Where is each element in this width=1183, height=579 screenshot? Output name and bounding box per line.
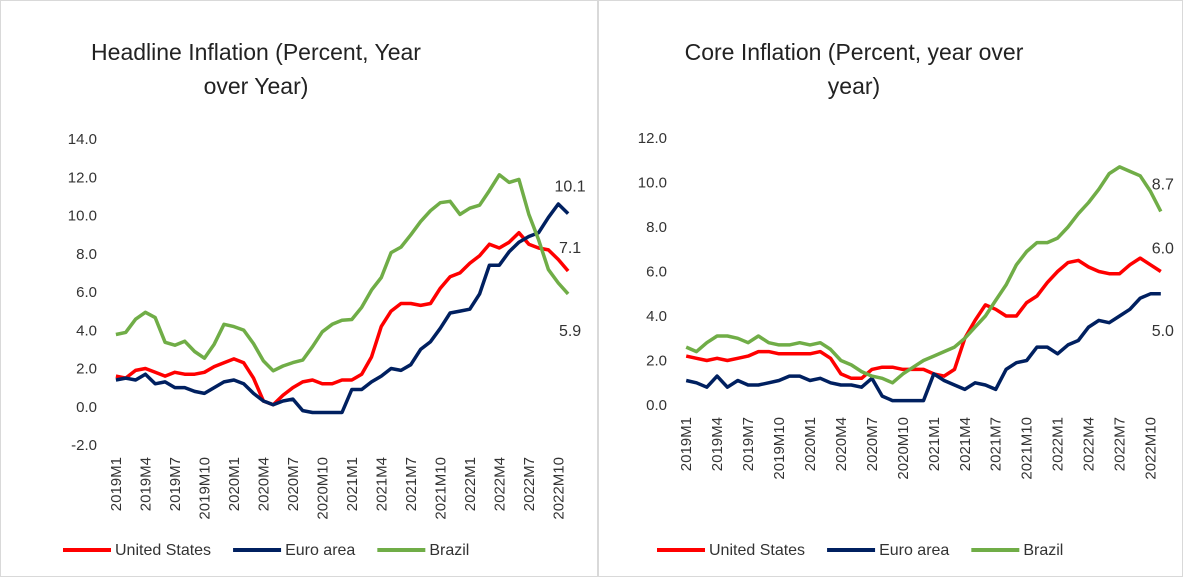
series-line (115, 230, 570, 407)
x-tick-label: 2022M1 (462, 457, 479, 511)
legend-label: Brazil (429, 542, 469, 559)
y-tick-label: 8.0 (76, 246, 97, 263)
legend-label: Brazil (1023, 542, 1063, 559)
x-tick-label: 2019M4 (709, 417, 726, 471)
x-tick-label: 2019M7 (740, 417, 757, 471)
legend-label: United States (709, 542, 805, 559)
y-tick-label: 4.0 (76, 322, 97, 339)
legend-label: Euro area (285, 542, 355, 559)
panel: Headline Inflation (Percent, Year over Y… (0, 0, 598, 577)
y-tick-label: 2.0 (646, 353, 667, 370)
x-tick-label: 2020M7 (864, 417, 881, 471)
end-label: 7.1 (559, 240, 581, 257)
series-line (685, 292, 1161, 403)
x-tick-label: 2019M1 (108, 457, 125, 511)
series-line (115, 173, 570, 373)
end-label: 8.7 (1152, 176, 1174, 193)
x-tick-label: 2022M7 (521, 457, 538, 511)
y-tick-label: 6.0 (76, 284, 97, 301)
x-tick-label: 2021M7 (988, 417, 1005, 471)
x-tick-label: 2020M4 (833, 417, 850, 471)
x-tick-label: 2020M7 (285, 457, 302, 511)
x-tick-label: 2020M4 (255, 457, 272, 511)
y-tick-label: 12.0 (68, 169, 97, 186)
x-tick-label: 2021M10 (1019, 417, 1036, 480)
x-tick-label: 2022M4 (1081, 417, 1098, 471)
x-tick-label: 2020M10 (314, 457, 331, 520)
x-tick-label: 2022M10 (550, 457, 567, 520)
y-tick-label: 6.0 (646, 264, 667, 281)
series-line (115, 202, 570, 415)
y-tick-label: 2.0 (76, 361, 97, 378)
end-label: 5.9 (559, 323, 581, 340)
end-label: 5.0 (1152, 323, 1174, 340)
panel: Core Inflation (Percent, year over year)… (598, 0, 1183, 577)
x-tick-label: 2021M7 (403, 457, 420, 511)
series-line (685, 256, 1162, 381)
x-tick-label: 2021M1 (926, 417, 943, 471)
x-tick-label: 2021M10 (432, 457, 449, 520)
end-label: 6.0 (1152, 241, 1174, 258)
x-tick-label: 2022M4 (491, 457, 508, 511)
x-tick-label: 2019M4 (137, 457, 154, 511)
y-tick-label: 0.0 (646, 397, 667, 414)
x-tick-label: 2021M1 (344, 457, 361, 511)
y-tick-label: 0.0 (76, 399, 97, 416)
y-tick-label: -2.0 (71, 437, 97, 454)
y-tick-label: 10.0 (68, 208, 97, 225)
x-tick-label: 2022M1 (1050, 417, 1067, 471)
x-tick-label: 2020M1 (226, 457, 243, 511)
chart-title: Core Inflation (Percent, year over year) (684, 39, 1024, 99)
x-tick-label: 2022M10 (1143, 417, 1160, 480)
legend-label: United States (115, 542, 211, 559)
legend-label: Euro area (879, 542, 949, 559)
x-tick-label: 2019M10 (196, 457, 213, 520)
x-tick-label: 2020M1 (802, 417, 819, 471)
y-tick-label: 14.0 (68, 131, 97, 148)
x-tick-label: 2019M10 (771, 417, 788, 480)
chart-title: Headline Inflation (Percent, Year over Y… (91, 39, 421, 99)
chart: 0.0 2.0 4.0 6.0 8.0 10.0 12.0 2019M1 2019M4 2019M… (638, 130, 1174, 559)
y-tick-label: 8.0 (646, 219, 667, 236)
y-tick-label: 10.0 (638, 175, 667, 192)
x-tick-label: 2019M1 (678, 417, 695, 471)
y-tick-label: 4.0 (646, 308, 667, 325)
x-tick-label: 2019M7 (167, 457, 184, 511)
end-label: 10.1 (555, 179, 586, 196)
x-tick-label: 2021M4 (957, 417, 974, 471)
y-tick-label: 12.0 (638, 130, 667, 147)
x-tick-label: 2020M10 (895, 417, 912, 480)
x-tick-label: 2021M4 (373, 457, 390, 511)
series-line (685, 165, 1163, 385)
chart: -2.0 0.0 2.0 4.0 6.0 8.0 10.0 12.0 14.0 2019M1 201… (63, 131, 586, 559)
x-tick-label: 2022M7 (1112, 417, 1129, 471)
